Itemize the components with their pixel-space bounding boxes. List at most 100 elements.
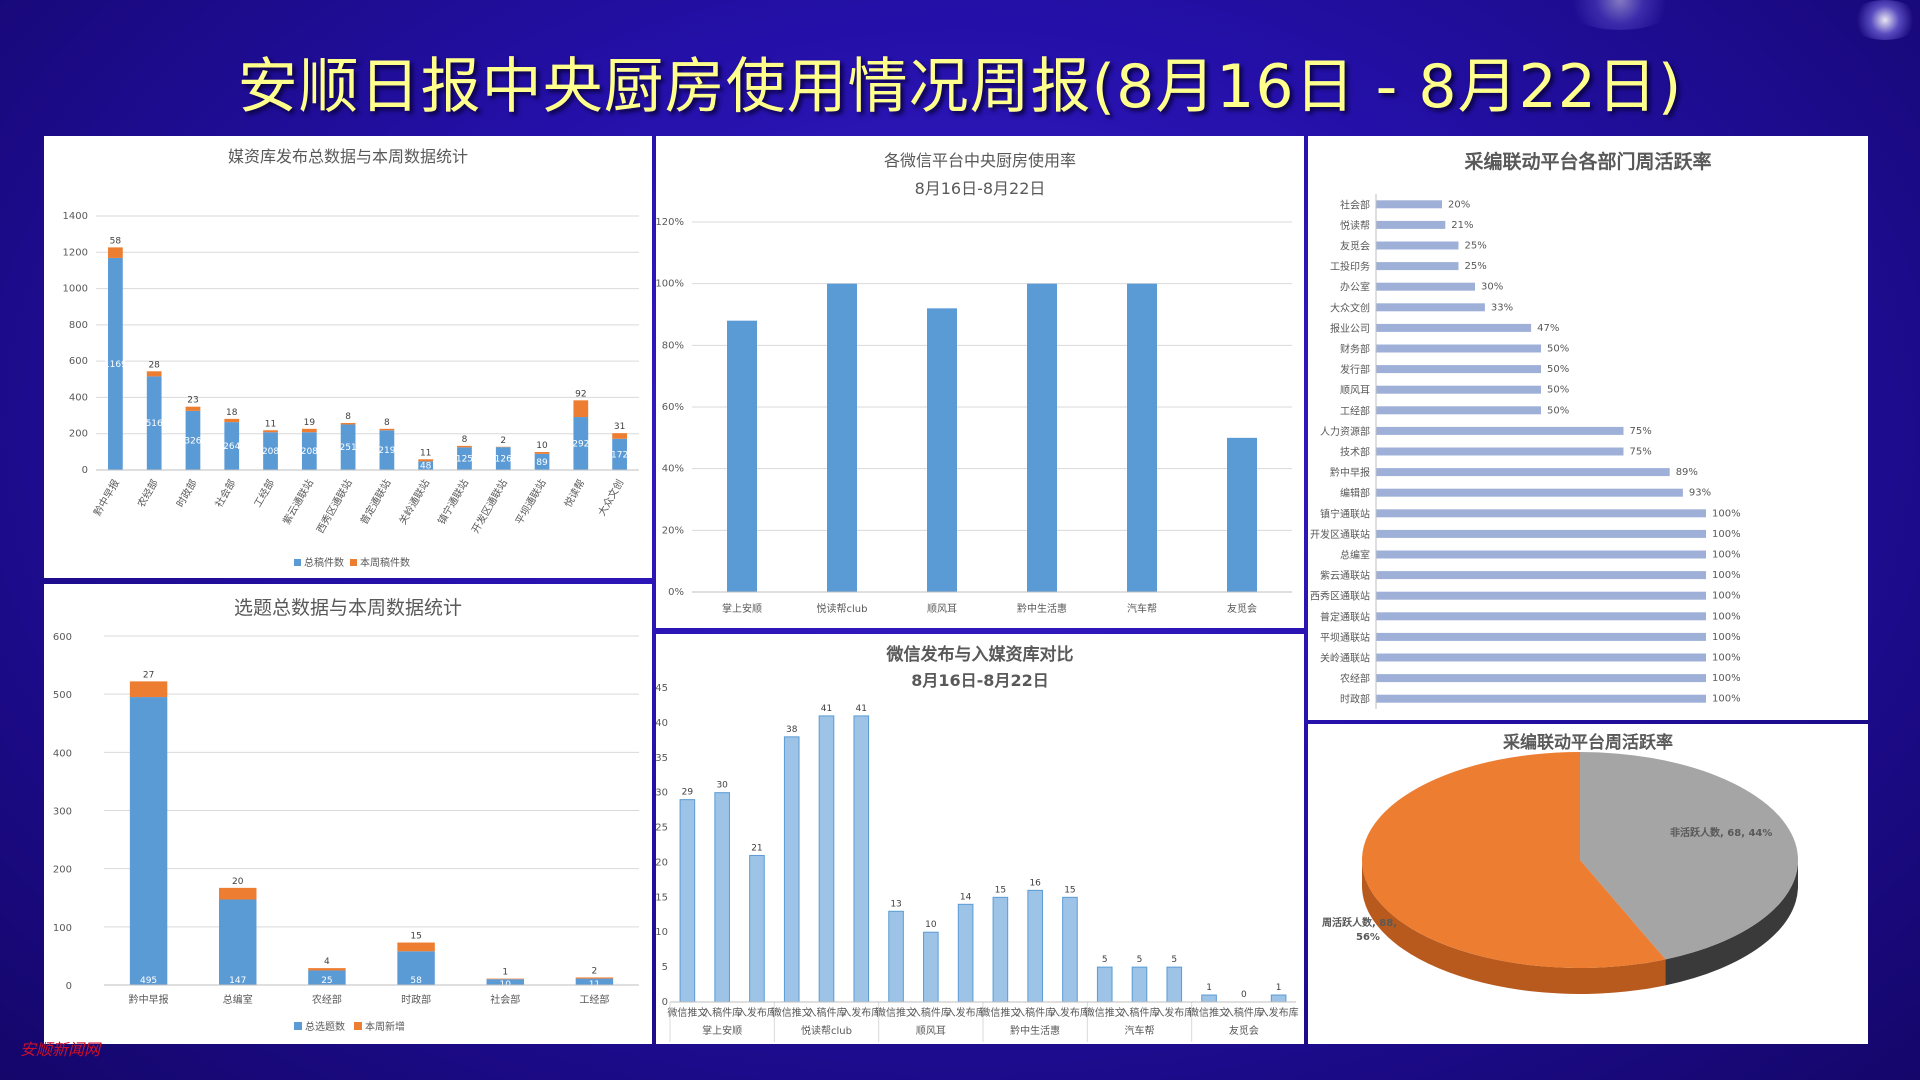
y-tick-label: 西秀区通联站 — [1310, 590, 1370, 603]
data-label: 100% — [1712, 529, 1741, 540]
y-tick-label: 100 — [53, 923, 72, 934]
data-label-total: 1169 — [104, 360, 127, 370]
bar-weekly — [534, 452, 550, 454]
x-subcategory-label: 入发布库 — [737, 1006, 777, 1019]
y-tick-label: 办公室 — [1340, 281, 1370, 294]
x-subcategory-label: 入发布库 — [1154, 1006, 1194, 1019]
y-tick-label: 报业公司 — [1330, 322, 1370, 335]
data-label: 100% — [1712, 632, 1741, 643]
bar-activity — [1376, 529, 1706, 538]
media-library-panel: 媒资库发布总数据与本周数据统计 0 200 400 600 800 1000 1200 1400… — [44, 136, 652, 578]
data-label: 14 — [960, 892, 972, 902]
x-subcategory-label: 入稿件库 — [1224, 1006, 1264, 1019]
data-label: 29 — [682, 788, 694, 798]
bar-weekly — [308, 968, 346, 971]
x-tick-label: 友觅会 — [1227, 602, 1257, 615]
data-label-weekly: 20 — [232, 877, 244, 887]
bar-compare — [1270, 994, 1287, 1003]
data-label-weekly: 92 — [575, 389, 586, 399]
legend-swatch-weekly — [354, 1022, 362, 1030]
bar-weekly — [219, 887, 257, 900]
light-flare — [1560, 0, 1680, 30]
bar-activity — [1376, 323, 1532, 332]
bar-activity — [1376, 200, 1442, 209]
y-tick-label: 300 — [53, 807, 72, 818]
bar-weekly — [397, 942, 435, 952]
bar-total — [573, 417, 589, 470]
y-tick-label: 120% — [656, 217, 684, 228]
data-label: 41 — [856, 704, 867, 714]
x-tick-label: 顺风耳 — [927, 603, 957, 615]
y-tick-label: 农经部 — [1340, 672, 1370, 685]
data-label-total: 89 — [536, 458, 548, 468]
x-tick-label: 社会部 — [212, 477, 238, 509]
data-label-weekly: 1 — [502, 968, 508, 978]
bar-weekly — [146, 371, 162, 377]
pie-side — [1362, 860, 1666, 994]
bar-activity — [1376, 653, 1706, 662]
data-label: 1 — [1206, 983, 1212, 993]
data-label: 93% — [1689, 488, 1711, 499]
bar-compare — [1201, 994, 1217, 1003]
bar-weekly — [108, 247, 123, 258]
y-tick-label: 悦读帮 — [1340, 219, 1370, 232]
y-tick-label: 友觅会 — [1340, 240, 1370, 253]
x-subcategory-label: 入发布库 — [841, 1006, 881, 1019]
y-tick-label: 工投印务 — [1330, 260, 1370, 273]
data-label-total: 126 — [495, 455, 512, 465]
x-tick-label: 工经部 — [579, 993, 609, 1006]
bar-activity — [1376, 674, 1706, 683]
y-tick-label: 100% — [656, 279, 684, 290]
data-label-weekly: 8 — [345, 412, 351, 422]
y-tick-label: 财务部 — [1340, 343, 1370, 356]
data-label-total: 208 — [262, 447, 279, 457]
x-tick-label: 平坝通联站 — [512, 477, 548, 527]
bar-total — [108, 257, 123, 470]
bar-compare — [1062, 896, 1078, 1003]
bar-compare — [679, 799, 696, 1003]
bar-weekly — [224, 418, 240, 423]
y-tick-label: 开发区通联站 — [1310, 528, 1370, 541]
bar-weekly — [486, 978, 524, 980]
bar-compare — [714, 792, 730, 1003]
x-tick-label: 悦读帮club — [817, 602, 868, 615]
data-label: 75% — [1630, 447, 1652, 458]
bar-compare — [783, 736, 800, 1003]
bar-weekly — [301, 428, 317, 433]
chart-subtitle: 8月16日-8月22日 — [915, 179, 1046, 198]
bar-total — [397, 951, 435, 985]
y-tick-label: 大众文创 — [1330, 301, 1370, 314]
bar-activity — [1376, 591, 1706, 600]
bar-total — [457, 447, 472, 470]
y-tick-label: 顺风耳 — [1340, 385, 1370, 397]
y-tick-label: 社会部 — [1340, 198, 1370, 211]
bar-activity — [1376, 612, 1706, 621]
bar-compare — [923, 931, 939, 1003]
x-tick-label: 总编室 — [223, 993, 253, 1006]
bar-total — [308, 970, 346, 985]
y-tick-label: 1200 — [63, 247, 88, 258]
bar-activity — [1376, 426, 1624, 435]
slice-label-inactive: 非活跃人数, 68, 44% — [1670, 826, 1772, 839]
x-tick-label: 工经部 — [251, 477, 277, 509]
topics-panel: 选题总数据与本周数据统计 0 100 200 300 400 500 600 495 27 黔中早报… — [44, 584, 652, 1044]
data-label: 100% — [1712, 591, 1741, 602]
bar-total — [495, 447, 511, 470]
media-library-chart: 媒资库发布总数据与本周数据统计 0 200 400 600 800 1000 1200 1400… — [63, 147, 639, 569]
bar-total — [219, 899, 257, 985]
data-label: 50% — [1547, 364, 1569, 375]
y-tick-label: 发行部 — [1340, 363, 1370, 376]
data-label-weekly: 28 — [148, 360, 160, 370]
chart-title: 媒资库发布总数据与本周数据统计 — [228, 147, 468, 166]
bar-total — [129, 697, 168, 985]
bar-total — [612, 438, 627, 470]
data-label-weekly: 2 — [592, 966, 598, 976]
x-tick-label: 普定通联站 — [357, 477, 393, 527]
data-label: 50% — [1547, 385, 1569, 396]
bar-compare — [888, 910, 904, 1003]
x-subcategory-label: 微信推文 — [1085, 1006, 1125, 1019]
y-tick-label: 人力资源部 — [1320, 425, 1370, 438]
bar-weekly — [612, 433, 627, 439]
x-tick-label: 农经部 — [135, 477, 161, 509]
